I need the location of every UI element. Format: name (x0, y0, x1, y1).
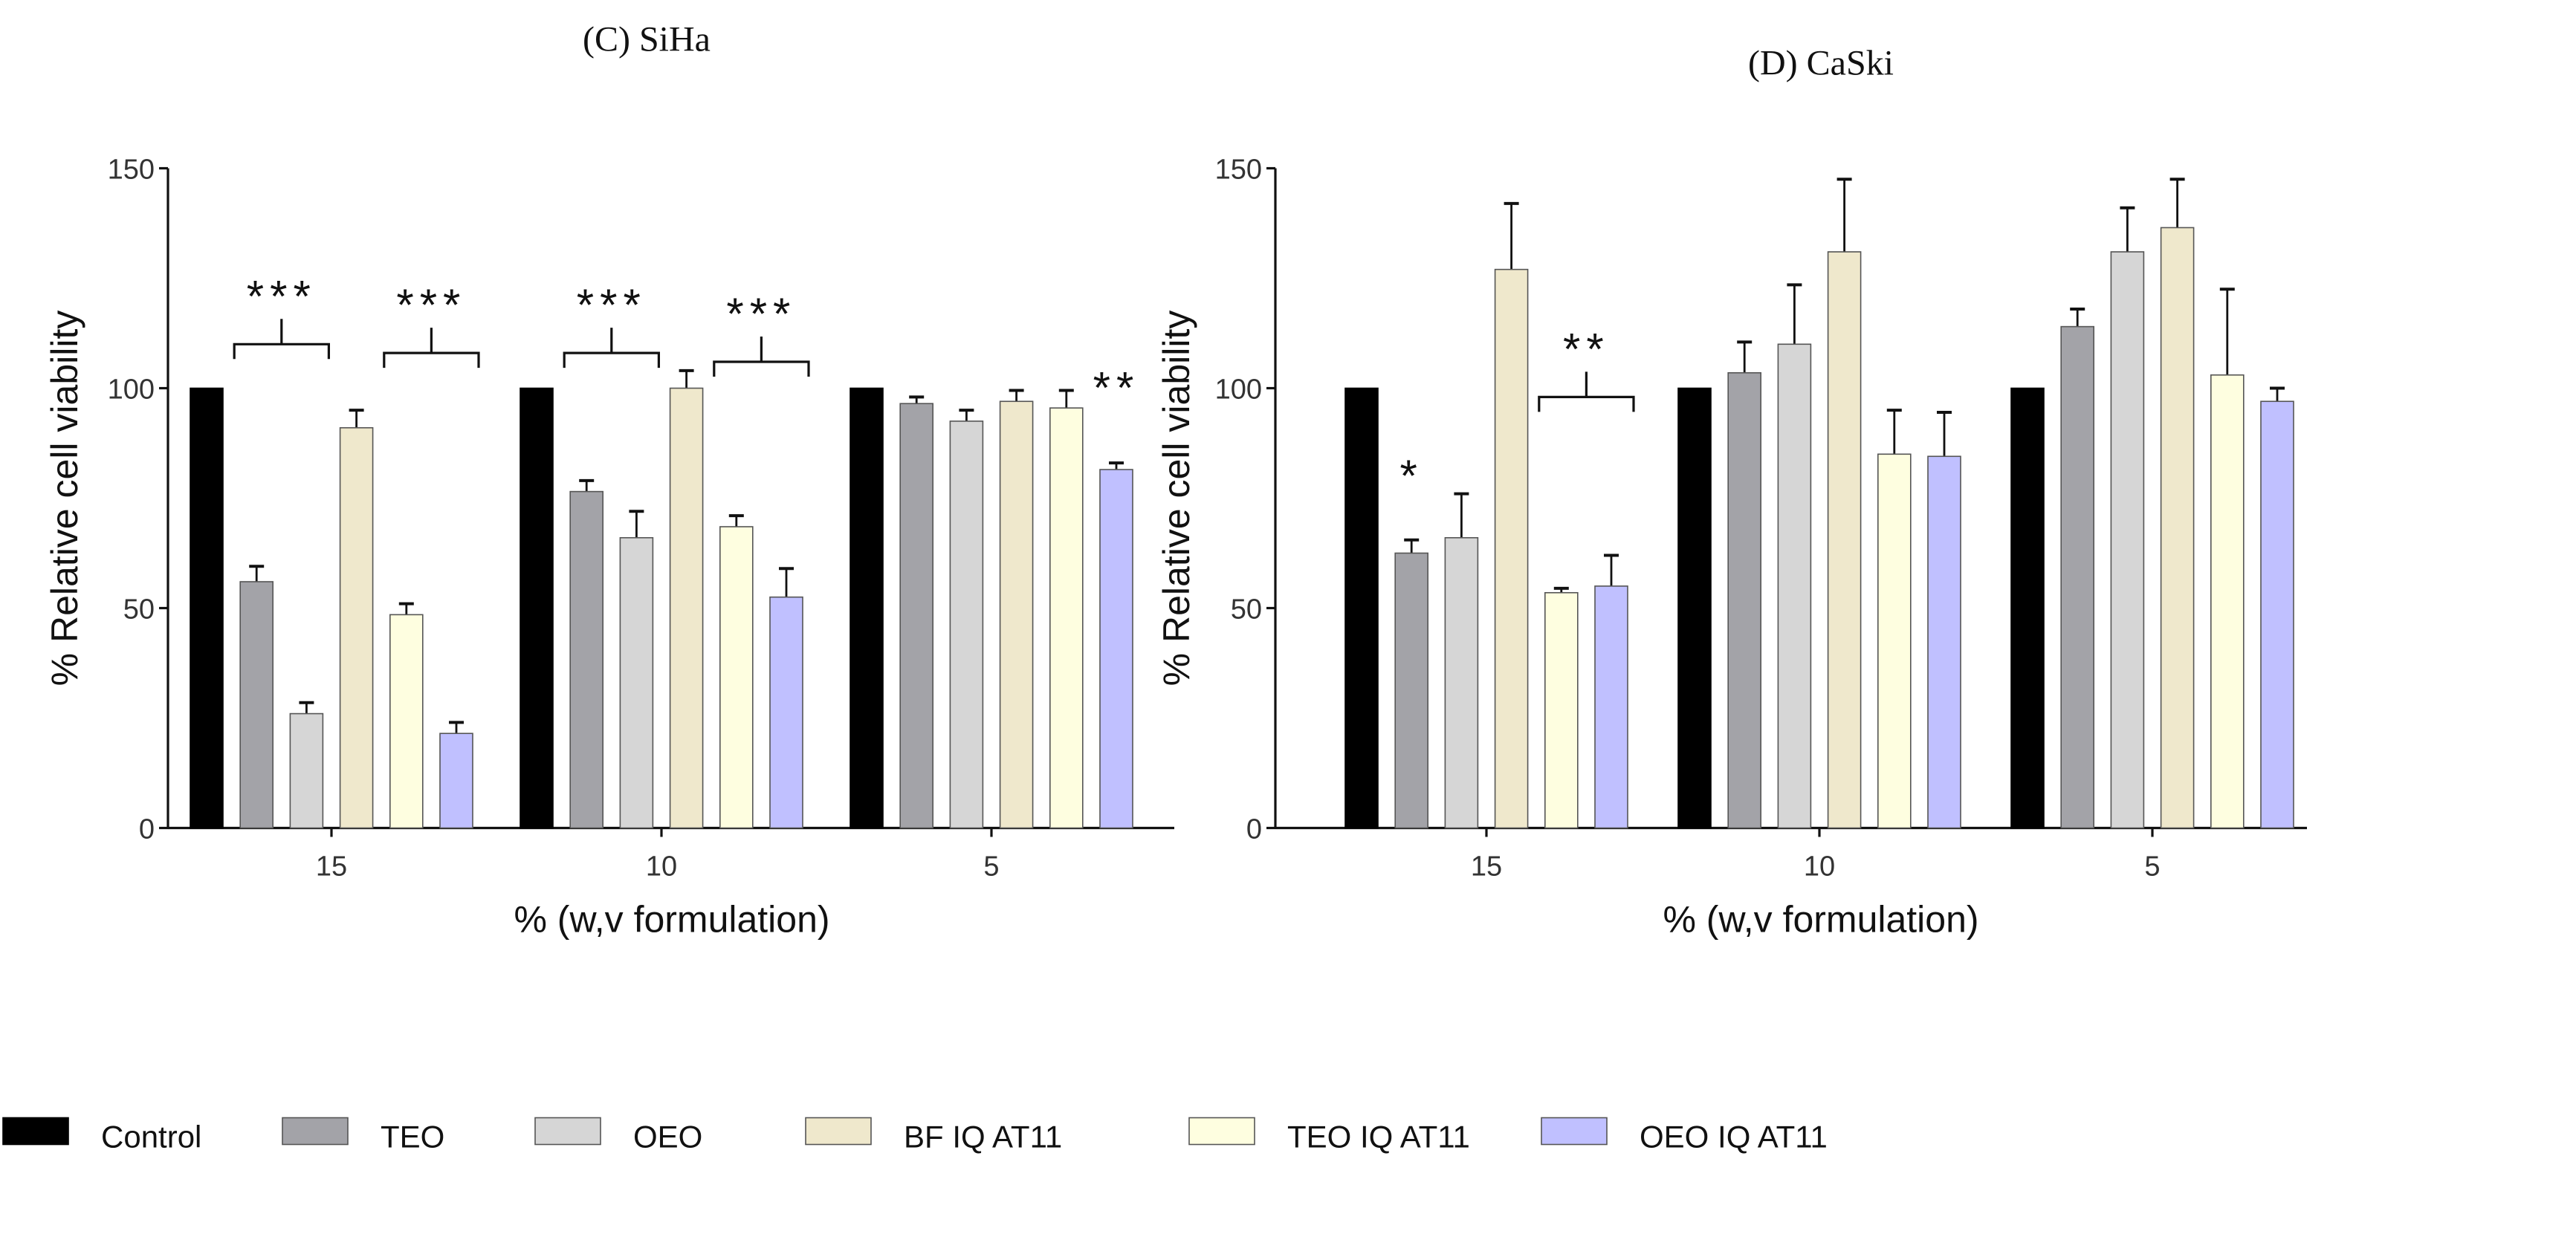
x-axis-label: % (w,v formulation) (1663, 899, 1978, 941)
significance-label: * (1400, 451, 1423, 501)
bar-oeo-iq-at11 (1927, 455, 1961, 829)
significance-bracket (563, 328, 660, 368)
bar-bf-iq-at11 (1827, 251, 1862, 829)
chart-title: (C) SiHa (583, 20, 711, 59)
significance-label: *** (726, 289, 796, 339)
bar-oeo-iq-at11 (439, 733, 473, 829)
bar-teo-iq-at11 (1049, 407, 1084, 829)
y-tick-label: 150 (108, 155, 155, 186)
legend-swatch (282, 1117, 349, 1146)
bar-oeo (1444, 536, 1479, 829)
legend-swatch (1188, 1117, 1255, 1146)
legend-label: TEO (381, 1120, 444, 1155)
significance-label: *** (577, 280, 647, 330)
legend-swatch (805, 1117, 872, 1146)
bar-teo-iq-at11 (1877, 453, 1912, 829)
x-tick-label: 15 (1471, 851, 1502, 883)
bar-bf-iq-at11 (999, 400, 1034, 829)
y-tick-label: 100 (1215, 374, 1262, 406)
legend-swatch (1541, 1117, 1608, 1146)
x-axis-label: % (w,v formulation) (514, 899, 829, 941)
bar-control (850, 387, 884, 829)
bar-teo (2060, 325, 2094, 829)
bar-oeo-iq-at11 (1594, 585, 1628, 829)
significance-bracket (1538, 371, 1635, 412)
bar-bf-iq-at11 (669, 387, 704, 829)
chart-siha: (C) SiHa % Relative cell viability % (w,… (44, 20, 1174, 941)
y-tick-label: 50 (1231, 594, 1262, 626)
bar-oeo (1777, 343, 1812, 829)
bar-oeo-iq-at11 (2260, 400, 2294, 829)
significance-label: *** (247, 271, 317, 321)
bar-teo-iq-at11 (389, 614, 424, 829)
x-tick-label: 5 (983, 851, 999, 883)
bar-oeo (619, 536, 654, 829)
bar-control (1677, 387, 1712, 829)
y-tick-label: 0 (1246, 814, 1262, 845)
y-axis-label: % Relative cell viability (44, 311, 85, 686)
y-tick-label: 150 (1215, 155, 1262, 186)
y-axis-label: % Relative cell viability (1156, 311, 1197, 686)
bar-oeo (949, 420, 984, 829)
chart-caski: (D) CaSki % Relative cell viability % (w… (1156, 44, 2307, 941)
legend-label: OEO (633, 1120, 702, 1155)
bar-oeo (289, 712, 324, 829)
significance-bracket (233, 319, 330, 360)
x-tick-label: 15 (316, 851, 347, 883)
significance-bracket (383, 328, 480, 368)
bar-teo (1727, 371, 1761, 829)
bar-teo (239, 581, 274, 829)
bar-teo (899, 403, 933, 829)
bar-control (190, 387, 224, 829)
bar-bf-iq-at11 (1494, 268, 1529, 829)
bar-teo (1394, 552, 1428, 829)
x-tick-label: 10 (1804, 851, 1835, 883)
bar-control (520, 387, 554, 829)
x-tick-label: 10 (646, 851, 677, 883)
bar-oeo-iq-at11 (769, 596, 803, 829)
bar-control (2010, 387, 2045, 829)
legend-label: TEO IQ AT11 (1287, 1120, 1470, 1155)
x-tick-label: 5 (2144, 851, 2160, 883)
bar-teo-iq-at11 (2210, 374, 2245, 829)
bar-bf-iq-at11 (339, 426, 374, 829)
y-tick-label: 100 (108, 374, 155, 406)
significance-bracket (713, 336, 810, 377)
bar-teo-iq-at11 (719, 526, 754, 829)
bar-control (1344, 387, 1379, 829)
y-tick-label: 0 (139, 814, 155, 845)
legend-label: OEO IQ AT11 (1640, 1120, 1828, 1155)
y-tick-label: 50 (123, 594, 155, 626)
bar-bf-iq-at11 (2160, 227, 2195, 829)
legend-swatch (2, 1117, 69, 1146)
significance-label: ** (1563, 324, 1610, 374)
legend-label: Control (101, 1120, 201, 1155)
significance-label: ** (1093, 363, 1140, 413)
chart-title: (D) CaSki (1748, 44, 1894, 83)
bar-oeo (2110, 251, 2145, 829)
legend-swatch (534, 1117, 601, 1146)
bar-teo (569, 490, 604, 829)
legend-label: BF IQ AT11 (904, 1120, 1062, 1155)
legend: Control TEO OEO BF IQ AT11 TEO IQ AT11 OEO IQ… (2, 1117, 1828, 1155)
significance-label: *** (396, 280, 466, 330)
bar-oeo-iq-at11 (1099, 469, 1133, 829)
bar-teo-iq-at11 (1544, 591, 1579, 829)
